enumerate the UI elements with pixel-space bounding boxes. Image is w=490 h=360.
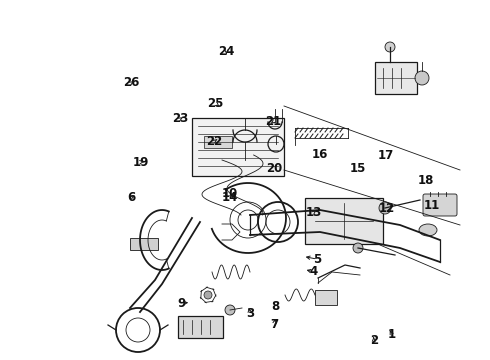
Text: 14: 14: [222, 191, 239, 204]
Text: 11: 11: [424, 199, 441, 212]
Text: 21: 21: [265, 115, 282, 128]
Text: 23: 23: [172, 112, 189, 125]
Bar: [305, 198, 383, 244]
Text: 24: 24: [218, 45, 235, 58]
Text: 12: 12: [379, 202, 395, 215]
Circle shape: [379, 202, 391, 214]
Text: 5: 5: [314, 253, 321, 266]
Text: 10: 10: [221, 187, 238, 200]
Text: 18: 18: [418, 174, 435, 186]
Ellipse shape: [419, 224, 437, 236]
Text: 2: 2: [370, 334, 378, 347]
Bar: [375, 62, 417, 94]
Circle shape: [385, 42, 395, 52]
Circle shape: [415, 71, 429, 85]
Text: 9: 9: [177, 297, 185, 310]
Text: 16: 16: [311, 148, 328, 161]
Circle shape: [353, 243, 363, 253]
Text: 17: 17: [378, 149, 394, 162]
Text: 15: 15: [349, 162, 366, 175]
Text: 22: 22: [206, 135, 223, 148]
Text: 20: 20: [266, 162, 283, 175]
Text: 4: 4: [310, 265, 318, 278]
Text: 13: 13: [305, 206, 322, 219]
Circle shape: [225, 305, 235, 315]
Text: 19: 19: [133, 156, 149, 168]
Text: 25: 25: [207, 97, 224, 110]
Bar: [130, 238, 158, 250]
Text: 26: 26: [123, 76, 140, 89]
Bar: [315, 290, 337, 305]
Bar: [204, 136, 232, 148]
Text: 8: 8: [272, 300, 280, 313]
Text: 1: 1: [388, 328, 396, 341]
Text: 7: 7: [270, 318, 278, 330]
Bar: [178, 316, 223, 338]
Bar: [192, 118, 284, 176]
Text: 3: 3: [246, 307, 254, 320]
Text: 6: 6: [127, 191, 135, 204]
FancyBboxPatch shape: [423, 194, 457, 216]
Circle shape: [204, 291, 212, 299]
